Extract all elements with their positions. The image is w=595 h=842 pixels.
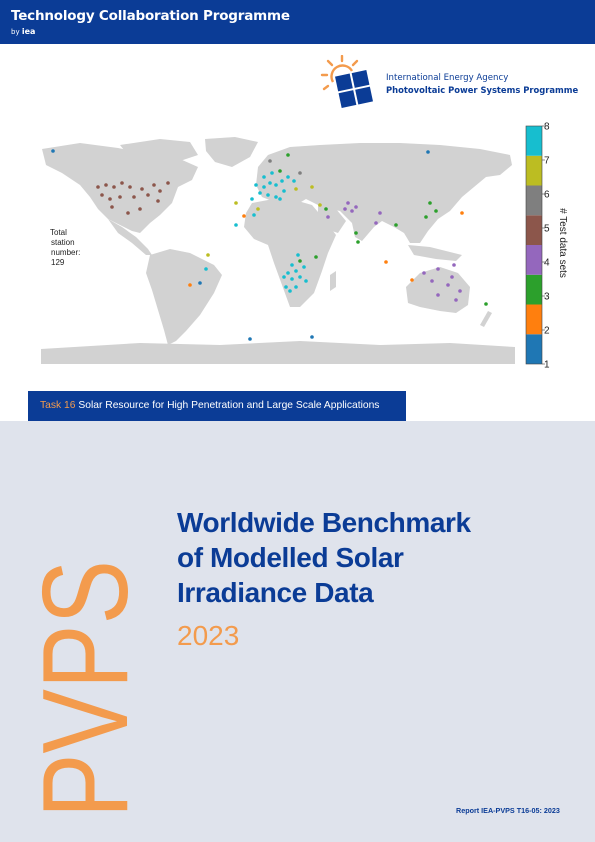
colorbar-frame [525, 125, 543, 365]
colorbar-tick-label: 7 [544, 156, 550, 167]
iea-pvps-logo: International Energy Agency Photovoltaic… [320, 54, 580, 113]
colorbar-segment [526, 334, 542, 364]
task-number: Task 16 [40, 400, 76, 411]
map-land [41, 137, 515, 364]
colorbar-segment [526, 126, 542, 156]
report-id: Report IEA-PVPS T16-05: 2023 [456, 806, 560, 815]
title-line-3: Irradiance Data [177, 577, 374, 608]
task-bar: Task 16 Solar Resource for High Penetrat… [28, 391, 406, 421]
iea-org-name: International Energy Agency [386, 73, 509, 83]
total-label-line-2: station [51, 238, 75, 247]
colorbar-segment [526, 245, 542, 275]
colorbar-tick-label: 1 [544, 360, 550, 371]
total-label-line-1: Total [50, 228, 67, 237]
title-line-2: of Modelled Solar [177, 542, 404, 573]
colorbar-tick-label: 4 [544, 258, 550, 269]
colorbar: 1 2 3 4 5 6 7 8 [525, 122, 550, 371]
pvps-vertical-text: PVPS [17, 560, 153, 818]
by-prefix: by [11, 28, 20, 36]
colorbar-segment [526, 274, 542, 305]
colorbar-tick-label: 5 [544, 224, 550, 235]
colorbar-tick-label: 8 [544, 122, 550, 133]
tcp-title: Technology Collaboration Programme [11, 8, 290, 24]
iea-brand: iea [21, 27, 36, 36]
pvps-vertical-logotype: PVPS [17, 560, 153, 818]
report-year: 2023 [177, 620, 240, 651]
colorbar-segment [526, 155, 542, 186]
colorbar-segment [526, 185, 542, 216]
tcp-by-line: by iea [11, 27, 35, 36]
colorbar-tick-label: 3 [544, 292, 550, 303]
total-label-value: 129 [51, 258, 65, 267]
colorbar-segment [526, 215, 542, 245]
title-line-1: Worldwide Benchmark [177, 507, 471, 538]
pvps-programme-name: Photovoltaic Power Systems Programme [386, 85, 579, 95]
total-label-line-3: number: [51, 248, 80, 257]
pvps-logo-icon [320, 54, 373, 108]
lower-cover-panel [0, 421, 595, 842]
station-map: Total station number: 129 1 2 3 4 5 6 7 8 # Tes… [41, 122, 568, 371]
total-station-label: Total station number: 129 [50, 228, 80, 267]
task-title: Solar Resource for High Penetration and … [78, 400, 380, 411]
header-bar: Technology Collaboration Programme by ie… [0, 0, 595, 44]
station-points [51, 149, 488, 341]
colorbar-segment [526, 304, 542, 335]
colorbar-tick-label: 2 [544, 326, 550, 337]
colorbar-tick-label: 6 [544, 190, 550, 201]
colorbar-label: # Test data sets [557, 208, 568, 278]
report-title: Worldwide Benchmark of Modelled Solar Ir… [177, 505, 471, 610]
